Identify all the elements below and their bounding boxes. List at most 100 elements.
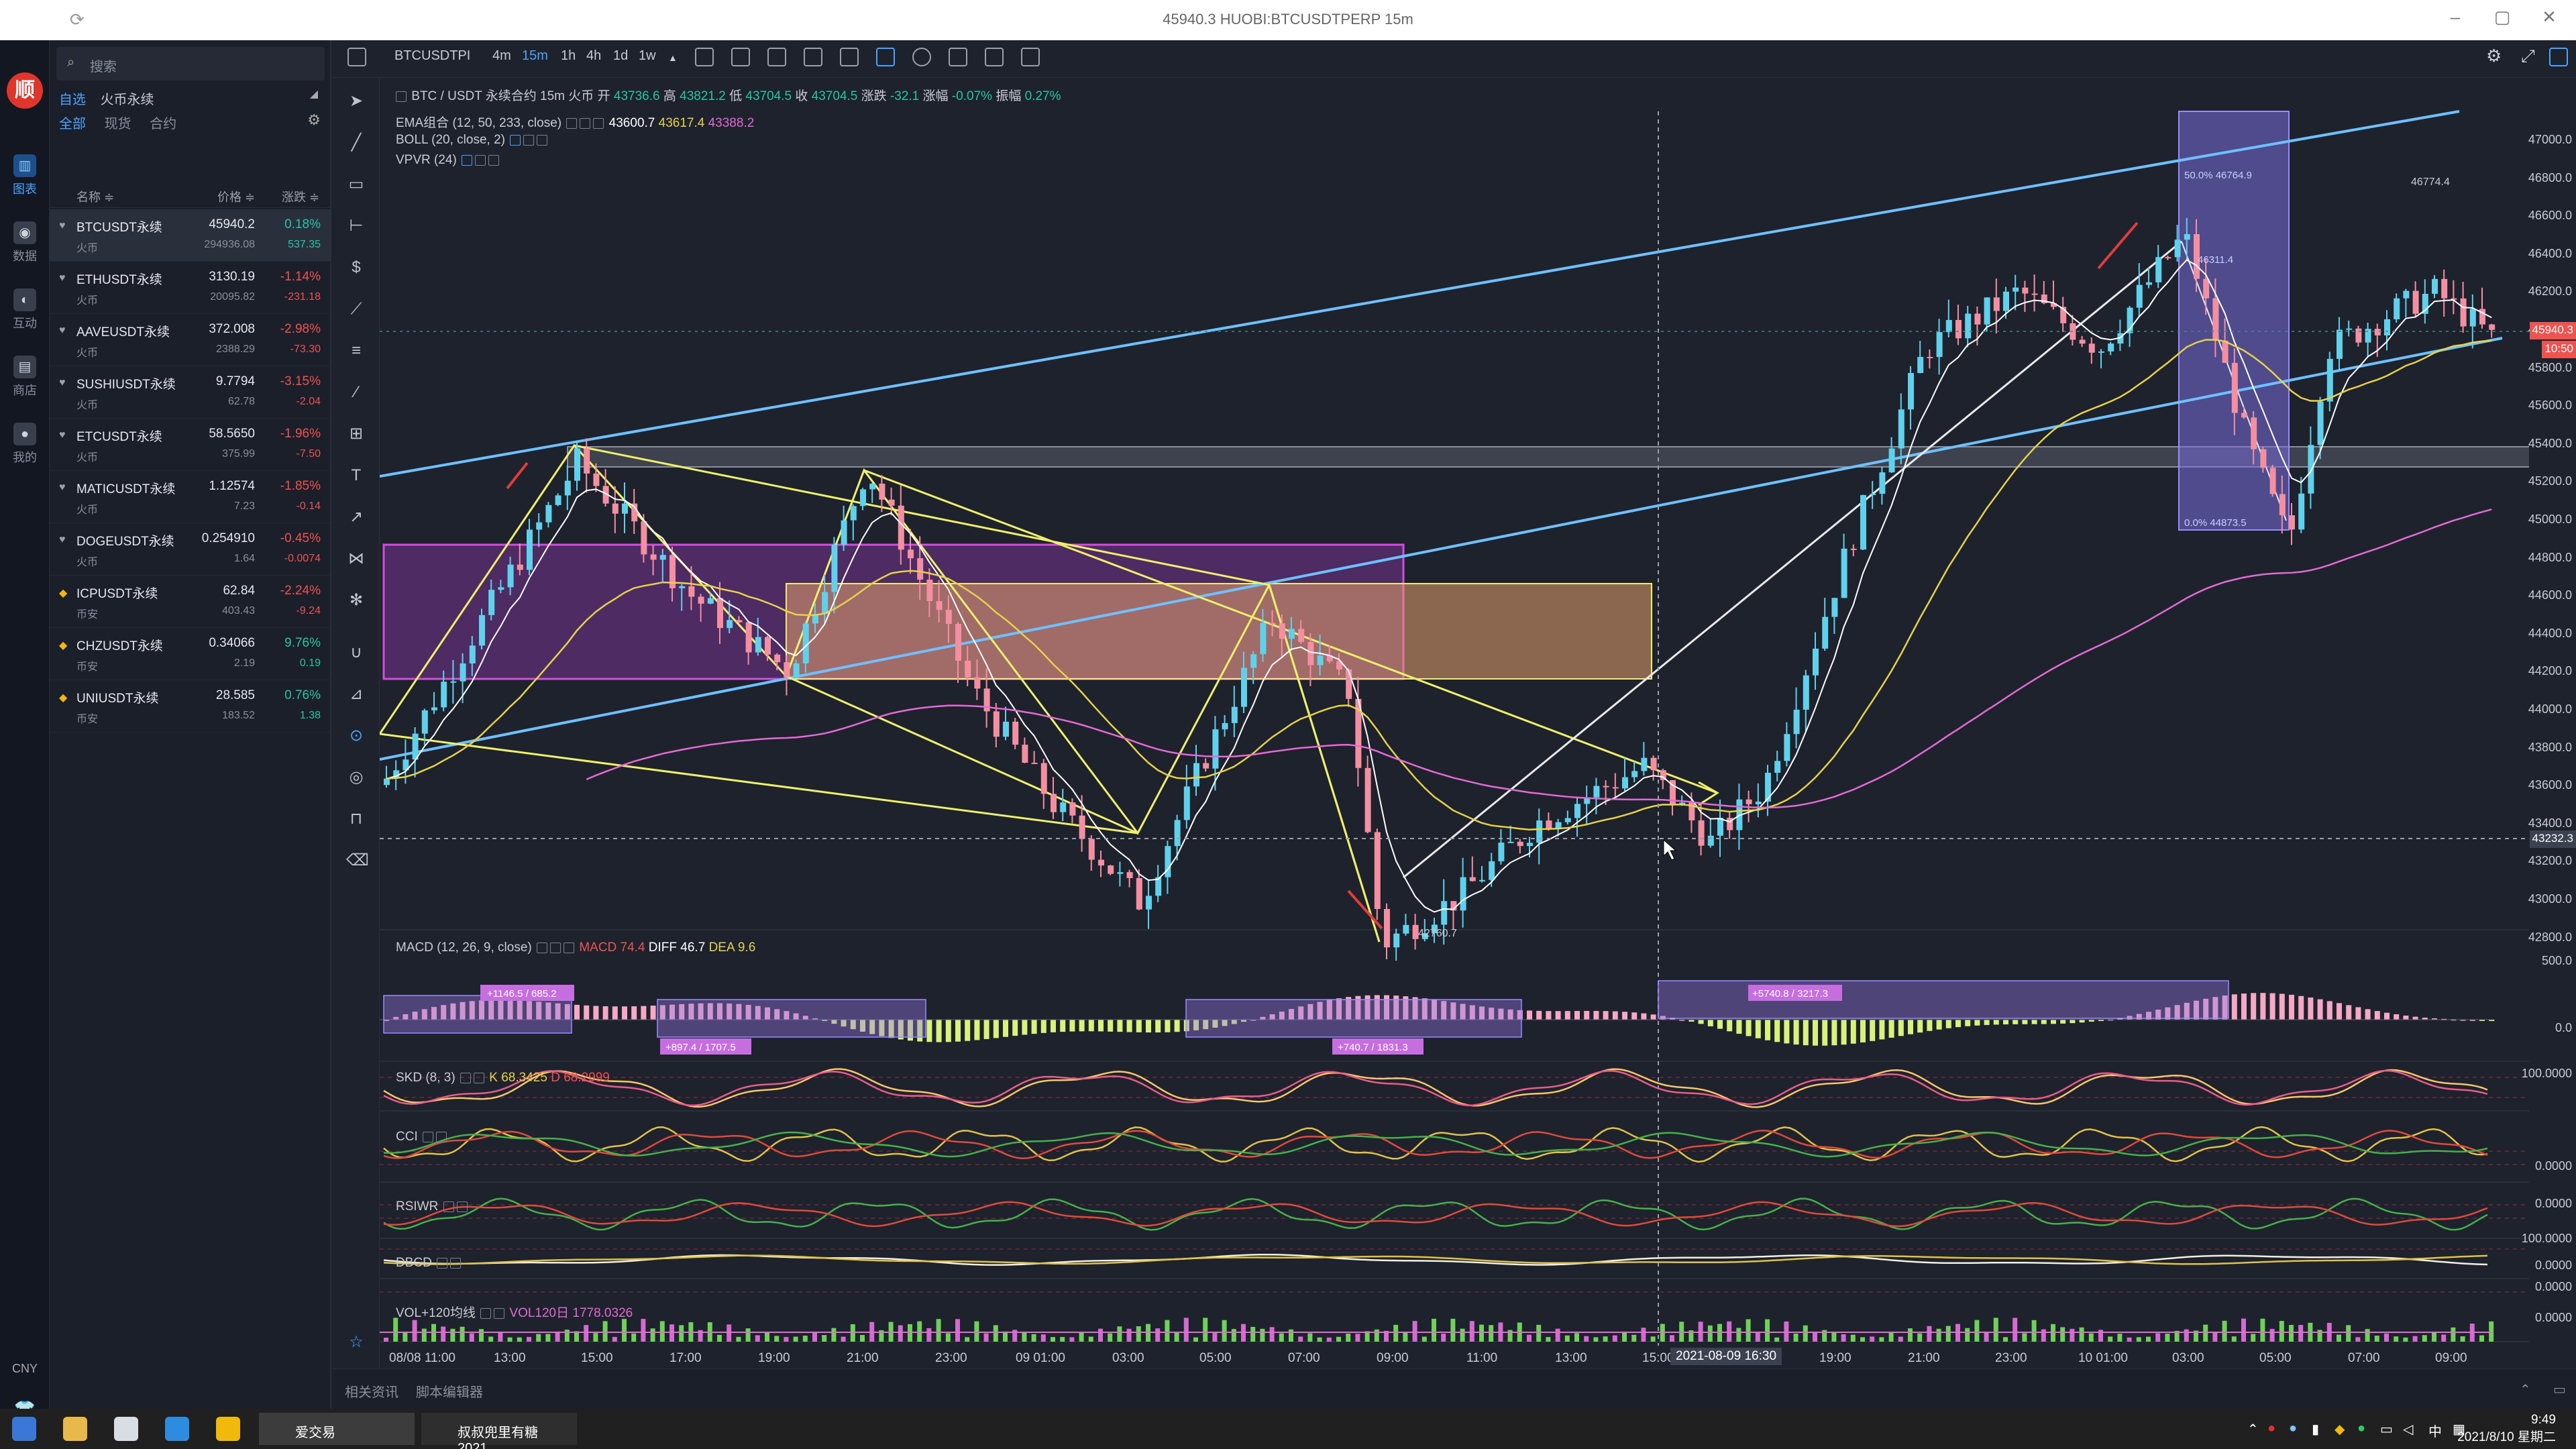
tray-bluetooth-icon[interactable]: ●	[2289, 1421, 2298, 1436]
maximize-icon[interactable]: ▢	[2493, 7, 2511, 27]
settings-icon[interactable]	[456, 1201, 468, 1212]
tab-news[interactable]: 相关资讯	[345, 1385, 398, 1400]
watchlist-row[interactable]: ◆ UNIUSDT永续 币安 28.585 183.52 0.76% 1.38	[50, 680, 331, 733]
legend-boll[interactable]: BOLL (20, close, 2)	[396, 133, 549, 148]
tray-binance-icon[interactable]: ◆	[2334, 1422, 2345, 1437]
eye-icon[interactable]	[423, 1131, 434, 1142]
nav-chart[interactable]: ▥ 图表	[0, 154, 50, 197]
brush-icon[interactable]: ∕	[354, 383, 358, 401]
gear-pattern-icon[interactable]: ✻	[349, 591, 364, 609]
trendline-icon[interactable]: ╱	[351, 133, 362, 152]
tray-battery-icon[interactable]: ▮	[2312, 1422, 2320, 1437]
alert-icon[interactable]	[912, 48, 931, 66]
tray-volume-icon[interactable]: ◁	[2403, 1422, 2414, 1437]
favorite-icon[interactable]: ◆	[59, 692, 68, 704]
tab-favorites[interactable]: 自选	[59, 93, 86, 107]
price-axis[interactable]: 47000.046800.046600.046400.046200.046000…	[2522, 78, 2576, 1368]
watchlist-row[interactable]: ♥ AAVEUSDT永续 火币 372.008 2388.29 -2.98% -73.30	[50, 314, 331, 366]
nav-data[interactable]: ◉ 数据	[0, 221, 50, 264]
interval-1h[interactable]: 1h	[561, 48, 576, 63]
currency-label[interactable]: CNY	[11, 1362, 38, 1375]
taskbar-app-trading[interactable]: 爱交易	[259, 1413, 415, 1445]
watchlist-row[interactable]: ♥ ETHUSDT永续 火币 3130.19 20095.82 -1.14% -231.18	[50, 262, 331, 314]
tray-keyboard-icon[interactable]: ▦	[2453, 1422, 2465, 1437]
notepad-icon[interactable]	[114, 1417, 138, 1441]
collapse-up-icon[interactable]: ⌃	[2520, 1383, 2531, 1397]
dollar-icon[interactable]: $	[352, 258, 361, 276]
eraser-icon[interactable]: ⌫	[346, 851, 369, 869]
watchlist-row[interactable]: ◆ ICPUSDT永续 币安 62.84 403.43 -2.24% -9.24	[50, 576, 331, 628]
rectangle-icon[interactable]: ▭	[348, 175, 364, 193]
header-change[interactable]: 涨跌 ≑	[282, 191, 320, 204]
legend-rsiwr[interactable]: RSIWR	[396, 1199, 469, 1214]
right-panel-icon[interactable]	[2549, 48, 2568, 66]
cursor-icon[interactable]: ➤	[349, 92, 364, 110]
favorite-icon[interactable]: ♥	[59, 482, 66, 493]
favorite-icon[interactable]: ♥	[59, 534, 66, 545]
favorite-icon[interactable]: ♥	[59, 325, 66, 336]
legend-dbcd[interactable]: DBCD	[396, 1256, 462, 1271]
indicators-icon[interactable]	[767, 48, 786, 66]
calculator-icon[interactable]	[1021, 48, 1040, 66]
search-input[interactable]: ⌕ 搜索	[56, 47, 325, 80]
eye-icon[interactable]	[460, 1072, 471, 1083]
pattern-icon[interactable]: ⋈	[348, 549, 364, 568]
eye-icon[interactable]	[437, 1257, 448, 1269]
interval-1w[interactable]: 1w	[639, 48, 656, 63]
tray-network-icon[interactable]: ▭	[2380, 1422, 2393, 1437]
layout-icon[interactable]	[804, 48, 822, 66]
tab-market[interactable]: 火币永续	[100, 93, 154, 107]
subtab-all[interactable]: 全部	[59, 117, 86, 131]
delete-icon[interactable]	[564, 942, 575, 953]
minimize-icon[interactable]: –	[2450, 7, 2461, 27]
ime-indicator[interactable]: 中	[2428, 1425, 2442, 1440]
app-logo[interactable]: 顺	[7, 72, 43, 109]
interval-15m[interactable]: 15m	[522, 48, 548, 63]
delete-icon[interactable]	[537, 134, 548, 146]
legend-cci[interactable]: CCI	[396, 1130, 448, 1144]
favorite-icon[interactable]: ♥	[59, 377, 66, 388]
delete-icon[interactable]	[593, 117, 604, 129]
interval-dropdown-icon[interactable]: ▲	[668, 52, 678, 63]
settings-icon[interactable]	[473, 1072, 484, 1083]
favorite-icon[interactable]: ♥	[59, 220, 66, 231]
close-icon[interactable]: ✕	[2542, 7, 2557, 27]
file-explorer-icon[interactable]	[63, 1417, 87, 1441]
magnet-icon[interactable]: ∪	[350, 643, 362, 661]
delete-icon[interactable]	[488, 154, 500, 166]
nav-chat[interactable]: ◐ 互动	[0, 288, 50, 331]
app-k-icon[interactable]	[165, 1417, 189, 1441]
watchlist-row[interactable]: ◆ CHZUSDT永续 币安 0.34066 2.19 9.76% 0.19	[50, 628, 331, 680]
favorite-icon[interactable]: ◆	[59, 640, 68, 651]
grid-icon[interactable]: ⊞	[349, 425, 364, 443]
market-dropdown-icon[interactable]: ◢	[309, 89, 318, 100]
watchlist-row[interactable]: ♥ SUSHIUSDT永续 火币 9.7794 62.78 -3.15% -2.04	[50, 366, 331, 419]
watchlist-row[interactable]: ♥ BTCUSDT永续 火币 45940.2 294936.08 0.18% 537.35	[50, 209, 331, 262]
settings-icon[interactable]	[523, 134, 535, 146]
favorite-icon[interactable]: ◆	[59, 588, 68, 599]
eye-icon[interactable]	[480, 1307, 492, 1319]
legend-vpvr[interactable]: VPVR (24)	[396, 153, 500, 168]
watchlist-row[interactable]: ♥ ETCUSDT永续 火币 58.5650 375.99 -1.96% -7.50	[50, 419, 331, 471]
square-icon[interactable]	[840, 48, 859, 66]
binance-icon[interactable]	[216, 1417, 240, 1441]
interval-1d[interactable]: 1d	[613, 48, 629, 63]
fullscreen-icon[interactable]: ⤢	[2521, 46, 2535, 66]
panel-toggle-icon[interactable]: ▭	[2553, 1383, 2566, 1397]
eye-icon[interactable]	[443, 1201, 454, 1212]
nav-user[interactable]: ● 我的	[0, 423, 50, 466]
compare-icon[interactable]	[731, 48, 750, 66]
parallel-lines-icon[interactable]: ≡	[351, 341, 361, 360]
legend-ema[interactable]: EMA组合 (12, 50, 233, close) 43600.7 43617…	[396, 113, 754, 131]
sidebar-toggle-icon[interactable]	[347, 48, 366, 66]
legend-vol[interactable]: VOL+120均线 VOL120日 1778.0326	[396, 1303, 633, 1321]
taskbar-app-browser[interactable]: 叔叔兜里有糖2021...	[421, 1413, 577, 1449]
subtab-spot[interactable]: 现货	[104, 117, 131, 131]
eye-icon[interactable]	[510, 134, 521, 146]
draw-mode-icon[interactable]	[876, 48, 895, 66]
eye-icon[interactable]	[537, 942, 548, 953]
favorite-icon[interactable]: ♥	[59, 272, 66, 284]
system-clock[interactable]: 9:49 2021/8/10 星期二	[2457, 1411, 2556, 1446]
star-icon[interactable]: ☆	[349, 1333, 364, 1351]
tray-caret-icon[interactable]: ⌃	[2247, 1422, 2259, 1437]
